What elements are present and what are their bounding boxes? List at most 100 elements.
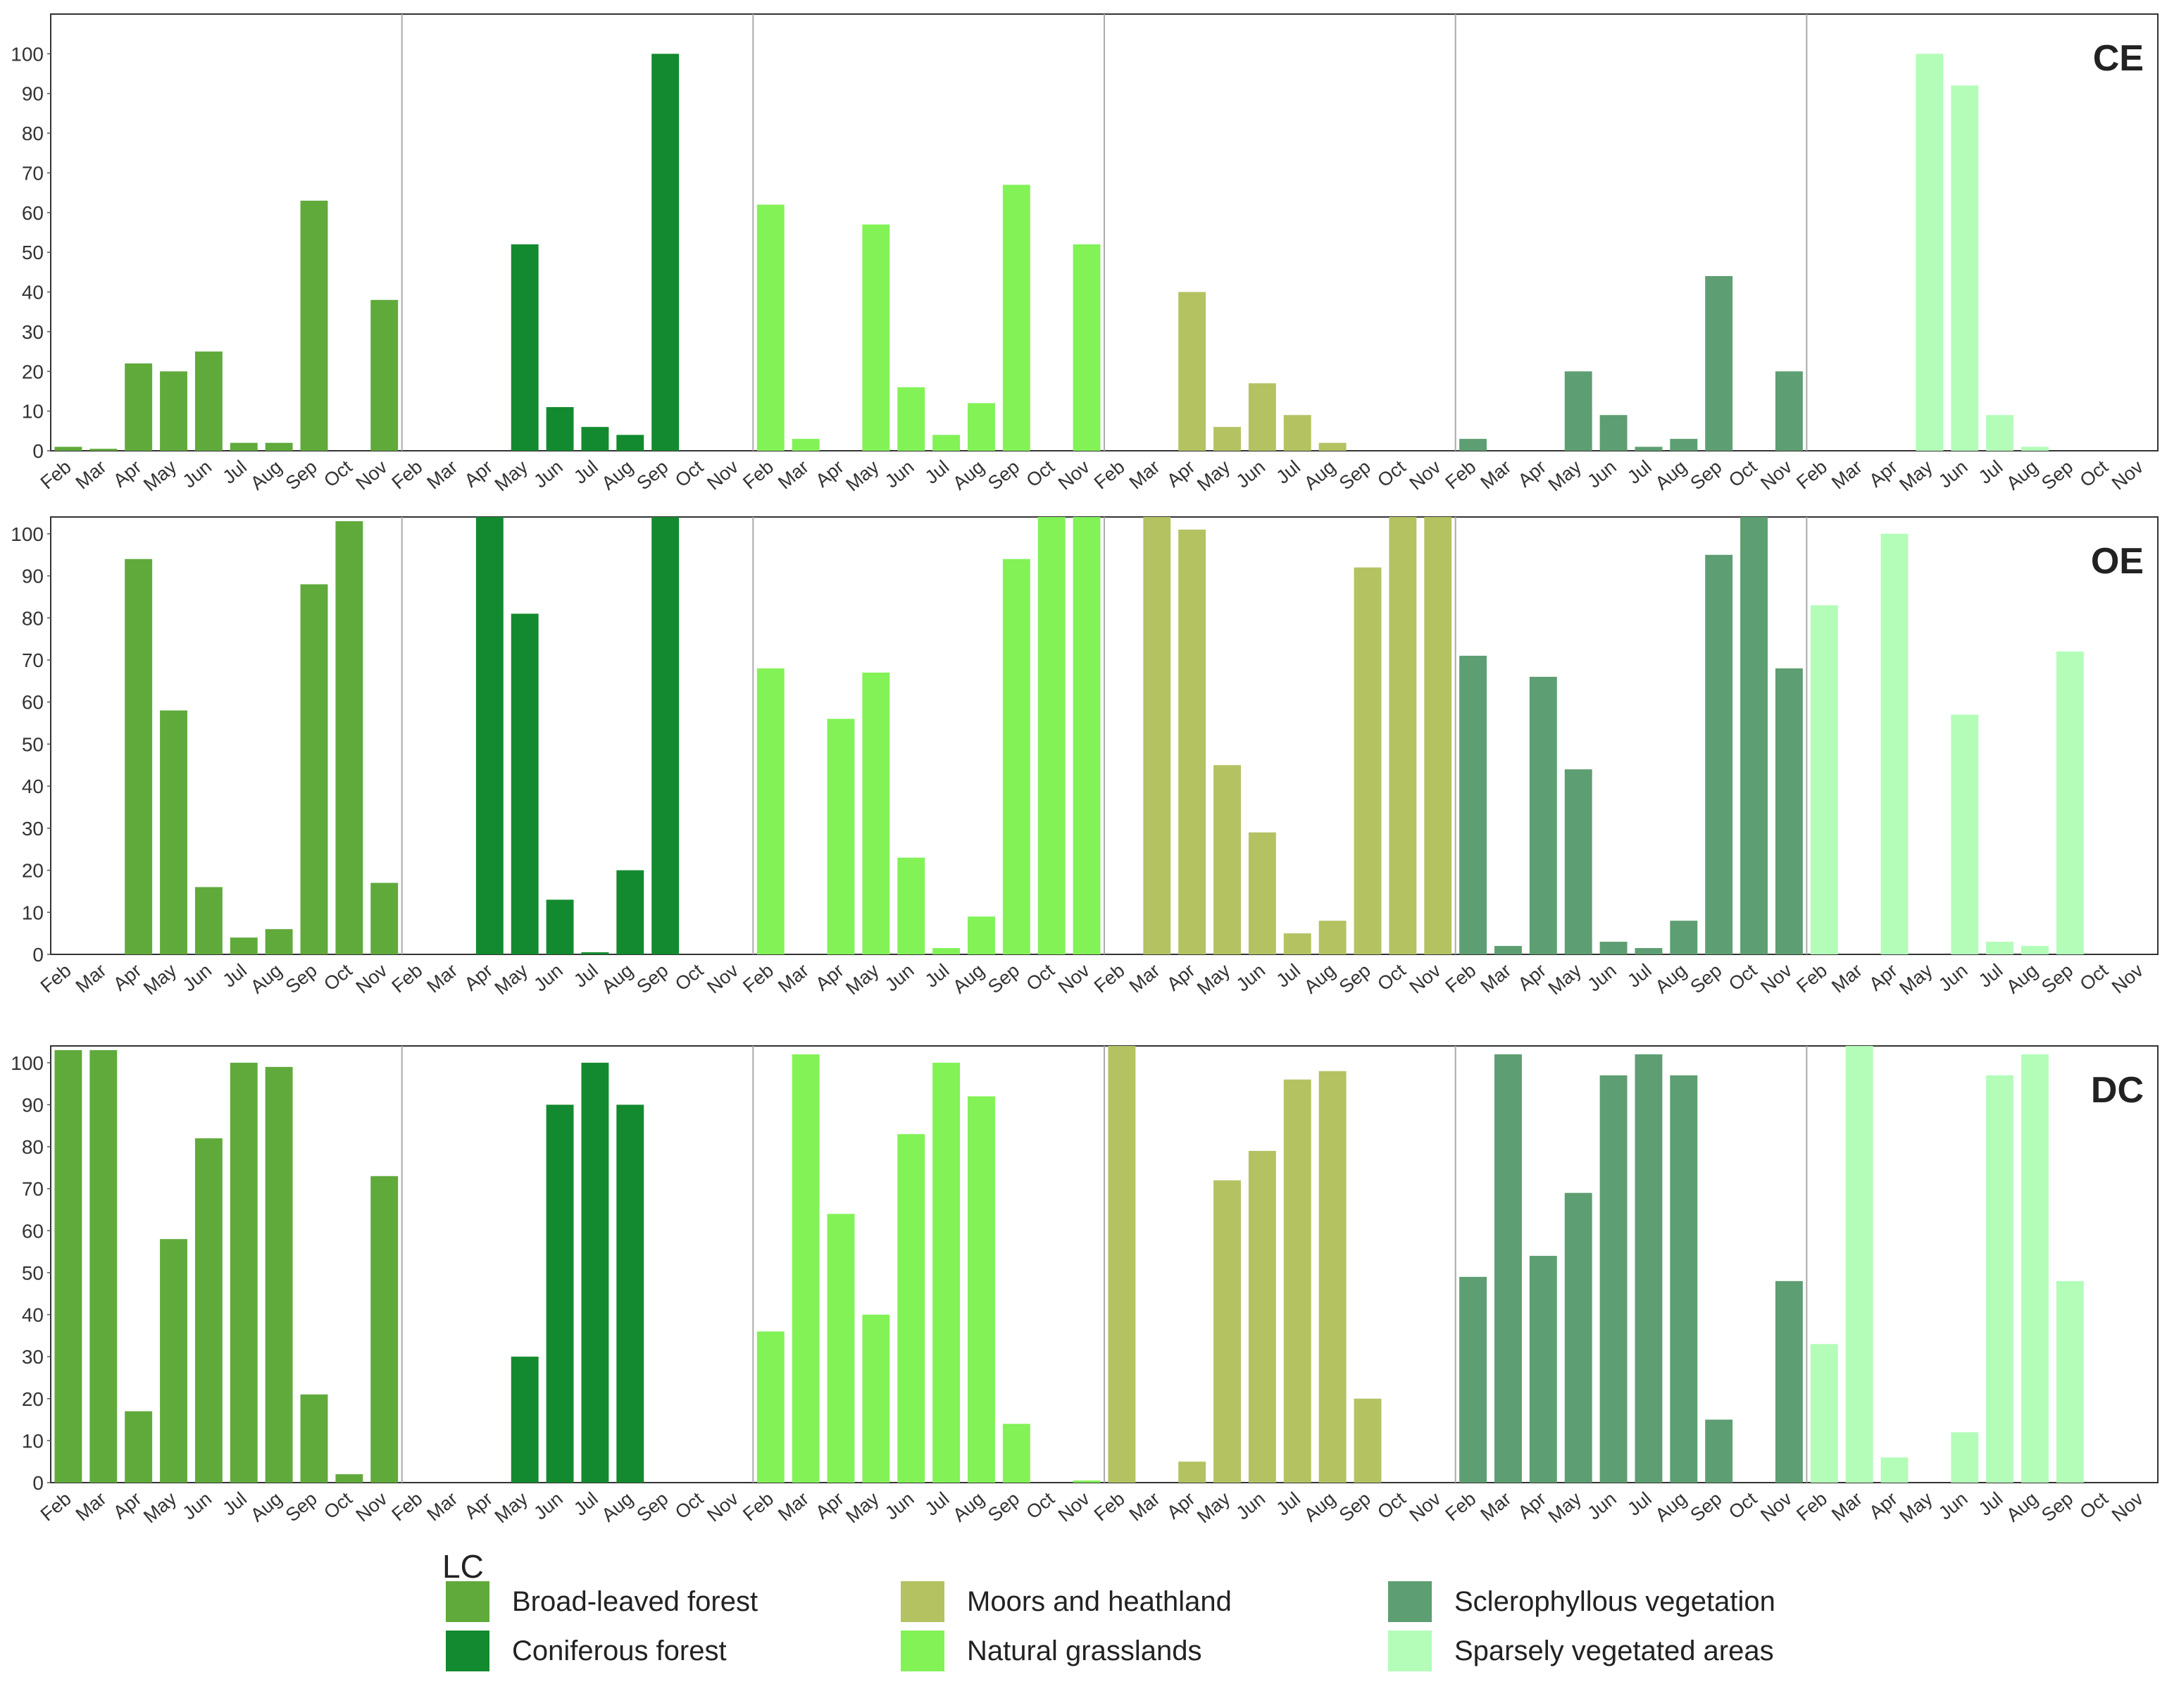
x-tick-label: Mar — [774, 456, 813, 494]
bar — [1494, 946, 1522, 954]
x-tick-label: Jul — [1975, 960, 2007, 992]
y-tick-label: 70 — [22, 1178, 44, 1200]
bar — [546, 407, 574, 451]
bar — [1880, 533, 1909, 954]
x-tick-label: Aug — [949, 456, 988, 494]
x-tick-label: Aug — [1651, 960, 1691, 998]
bar — [968, 403, 995, 451]
x-tick-label: Jun — [881, 456, 918, 492]
y-tick-label: 0 — [32, 440, 44, 462]
x-tick-label: Apr — [461, 960, 497, 995]
x-tick-label: Nov — [1054, 456, 1094, 494]
legend-swatch — [1388, 1631, 1432, 1671]
x-tick-label: Sep — [984, 456, 1023, 494]
bar — [1178, 1461, 1206, 1483]
legend-label: Sclerophyllous vegetation — [1454, 1586, 1775, 1617]
bar — [1635, 447, 1663, 451]
bar — [511, 1357, 539, 1483]
x-tick-label: Sep — [984, 1488, 1023, 1526]
y-tick-label: 30 — [22, 321, 44, 343]
x-tick-label: May — [842, 456, 883, 495]
x-tick-label: Sep — [1335, 960, 1375, 998]
bar — [2056, 1280, 2084, 1483]
bar — [616, 870, 644, 954]
legend-swatch — [901, 1631, 944, 1671]
x-tick-label: Nov — [1054, 959, 1094, 997]
bar — [1529, 1256, 1557, 1483]
y-tick-label: 20 — [22, 361, 44, 382]
y-tick-label: 90 — [22, 83, 44, 105]
bar — [1248, 1151, 1276, 1483]
x-tick-label: Aug — [1651, 456, 1691, 494]
bar — [1318, 442, 1347, 451]
bar — [125, 1411, 153, 1483]
x-tick-label: Aug — [246, 960, 286, 998]
x-tick-label: May — [139, 456, 181, 495]
bar — [1002, 1423, 1030, 1483]
x-tick-label: May — [1193, 959, 1235, 999]
x-tick-label: Jul — [570, 456, 602, 488]
x-tick-label: Mar — [774, 960, 813, 997]
x-tick-label: Mar — [72, 960, 111, 997]
legend-swatch — [446, 1631, 489, 1671]
x-tick-label: Oct — [320, 1488, 356, 1523]
bar — [1810, 605, 1838, 954]
x-tick-label: Jul — [921, 456, 954, 488]
bar — [756, 204, 785, 451]
x-tick-label: May — [139, 959, 181, 999]
bar — [932, 948, 961, 954]
x-tick-label: May — [1544, 959, 1586, 999]
bar — [194, 887, 223, 954]
x-tick-label: Mar — [1125, 960, 1164, 997]
y-tick-label: 0 — [32, 944, 44, 966]
bar — [581, 1062, 609, 1483]
legend-label: Sparsely vegetated areas — [1454, 1635, 1774, 1666]
bar — [160, 371, 187, 451]
x-tick-label: Jul — [1623, 456, 1656, 488]
x-tick-label: Sep — [282, 960, 321, 998]
y-tick-label: 10 — [22, 401, 44, 423]
x-tick-label: Mar — [1476, 960, 1515, 997]
x-tick-label: Jul — [1975, 456, 2007, 488]
legend-label: Moors and heathland — [967, 1586, 1232, 1617]
x-tick-label: Aug — [598, 456, 637, 494]
legend-item: Natural grasslands — [901, 1631, 1202, 1671]
x-tick-label: Sep — [632, 1488, 672, 1526]
y-tick-label: 20 — [22, 860, 44, 882]
x-tick-label: Jul — [1272, 1488, 1304, 1520]
legend-label: Coniferous forest — [512, 1635, 727, 1666]
y-tick-label: 100 — [11, 1052, 44, 1074]
x-tick-label: Apr — [811, 456, 847, 492]
x-tick-label: Apr — [1163, 1488, 1199, 1523]
x-tick-label: May — [1544, 456, 1586, 495]
x-tick-label: Nov — [1406, 1488, 1445, 1526]
x-tick-label: Jul — [570, 1488, 602, 1520]
x-tick-label: Mar — [423, 960, 461, 997]
bar — [862, 672, 890, 954]
x-tick-label: Sep — [632, 960, 672, 998]
x-tick-label: Mar — [1125, 456, 1164, 494]
x-tick-label: Sep — [1335, 456, 1375, 494]
x-tick-label: Feb — [1090, 456, 1129, 494]
x-tick-label: Jun — [179, 960, 216, 996]
x-tick-label: Apr — [1163, 456, 1199, 492]
bar — [1318, 921, 1347, 954]
row-label: DC — [2091, 1070, 2144, 1111]
x-tick-label: Oct — [671, 1488, 708, 1523]
x-tick-label: Jun — [1583, 1488, 1620, 1524]
x-tick-label: Feb — [1090, 960, 1129, 997]
bar — [1002, 185, 1030, 451]
bar — [1986, 415, 2014, 451]
bar — [475, 517, 504, 954]
x-tick-label: Aug — [1300, 456, 1339, 494]
bar — [1845, 1046, 1873, 1483]
bar — [1283, 1079, 1311, 1483]
bar — [1599, 942, 1628, 954]
x-tick-label: Oct — [320, 456, 356, 491]
bar — [1283, 933, 1311, 954]
x-tick-label: Feb — [1792, 456, 1831, 494]
x-tick-label: May — [491, 456, 532, 495]
x-tick-label: Feb — [739, 1488, 778, 1526]
